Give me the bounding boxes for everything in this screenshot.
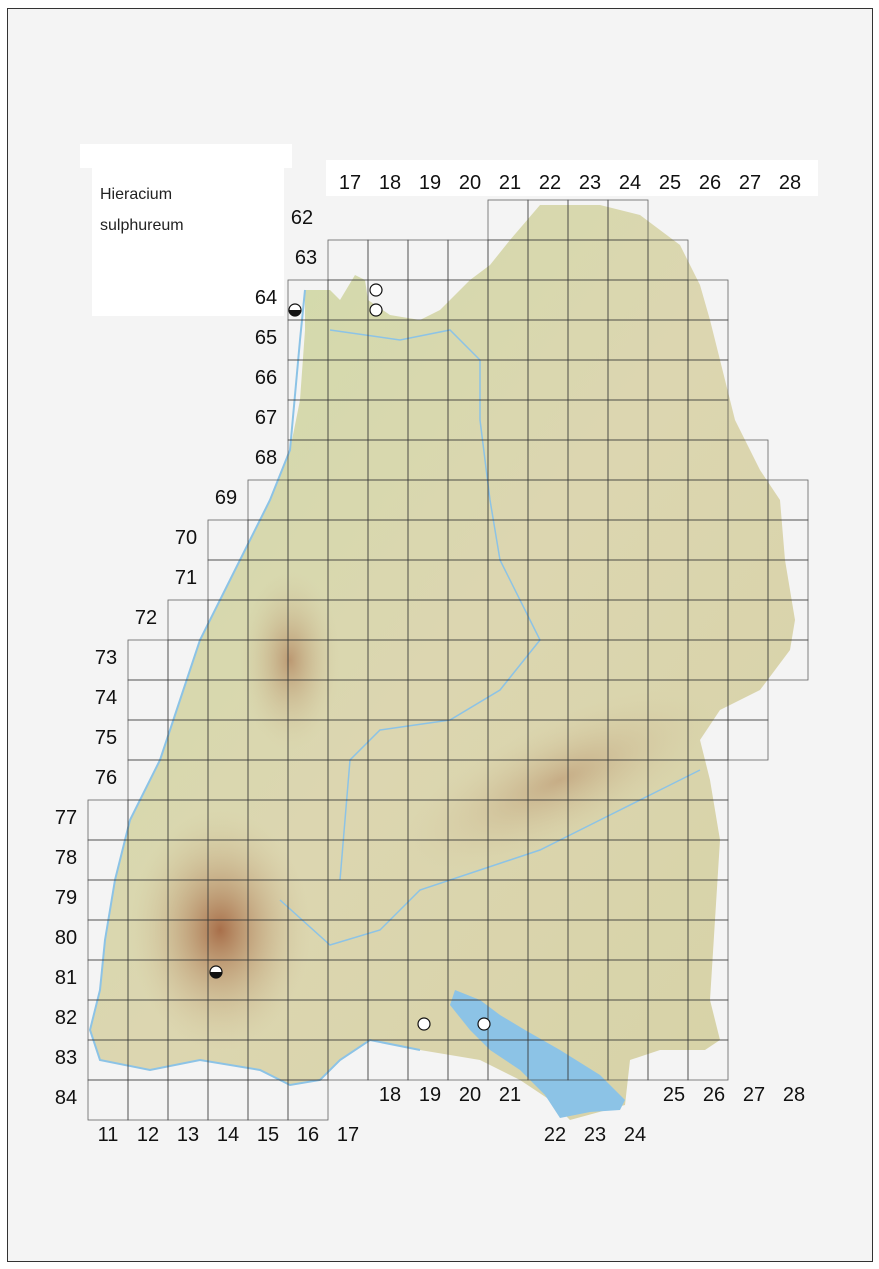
- column-label-bottom: 25: [662, 1084, 686, 1106]
- row-label: 83: [54, 1047, 78, 1069]
- column-label-bottom: 12: [136, 1124, 160, 1146]
- grid-cell: [367, 239, 409, 281]
- open-circle-record-marker: [369, 283, 383, 297]
- column-label-top: 19: [418, 172, 442, 194]
- grid-cell: [407, 239, 449, 281]
- column-label-bottom: 18: [378, 1084, 402, 1106]
- neckar-river: [329, 329, 541, 881]
- column-label-bottom: 14: [216, 1124, 240, 1146]
- column-label-bottom: 28: [782, 1084, 806, 1106]
- row-label: 75: [94, 727, 118, 749]
- row-label: 73: [94, 647, 118, 669]
- row-label: 76: [94, 767, 118, 789]
- column-label-bottom: 24: [623, 1124, 647, 1146]
- grid-cell: [687, 1039, 729, 1081]
- column-label-top: 25: [658, 172, 682, 194]
- species-name-line1: Hieracium: [100, 186, 173, 203]
- column-label-bottom: 13: [176, 1124, 200, 1146]
- column-label-bottom: 19: [418, 1084, 442, 1106]
- row-label: 70: [174, 527, 198, 549]
- grid-cell: [207, 1079, 249, 1121]
- row-label: 67: [254, 407, 278, 429]
- column-label-top: 26: [698, 172, 722, 194]
- row-label: 68: [254, 447, 278, 469]
- row-label: 78: [54, 847, 78, 869]
- row-label: 80: [54, 927, 78, 949]
- half-filled-record-marker: [288, 303, 302, 317]
- grid-cell: [167, 1079, 209, 1121]
- column-label-top: 22: [538, 172, 562, 194]
- grid-cell: [727, 719, 769, 761]
- column-label-band: [326, 160, 818, 196]
- grid-cell: [287, 1079, 329, 1121]
- column-label-bottom: 15: [256, 1124, 280, 1146]
- column-label-bottom: 26: [702, 1084, 726, 1106]
- lake-constance: [450, 990, 625, 1118]
- grid-cell: [127, 679, 169, 721]
- column-label-top: 23: [578, 172, 602, 194]
- column-label-top: 17: [338, 172, 362, 194]
- column-label-bottom: 27: [742, 1084, 766, 1106]
- column-label-top: 27: [738, 172, 762, 194]
- grid-cell: [127, 639, 169, 681]
- row-label: 84: [54, 1087, 78, 1109]
- grid-cell: [87, 799, 129, 841]
- open-circle-record-marker: [369, 303, 383, 317]
- row-label: 65: [254, 327, 278, 349]
- column-label-bottom: 20: [458, 1084, 482, 1106]
- grid-cell: [87, 1079, 129, 1121]
- open-circle-record-marker: [417, 1017, 431, 1031]
- row-label: 79: [54, 887, 78, 909]
- column-label-top: 18: [378, 172, 402, 194]
- northern-black-forest-relief: [240, 570, 340, 750]
- column-label-bottom: 21: [498, 1084, 522, 1106]
- row-label: 81: [54, 967, 78, 989]
- column-label-top: 24: [618, 172, 642, 194]
- row-label: 82: [54, 1007, 78, 1029]
- row-label: 64: [254, 287, 278, 309]
- column-label-bottom: 16: [296, 1124, 320, 1146]
- column-label-bottom: 22: [543, 1124, 567, 1146]
- title-band: [80, 144, 292, 168]
- grid-cell: [767, 639, 809, 681]
- row-label: 74: [94, 687, 118, 709]
- column-label-bottom: 11: [97, 1124, 119, 1146]
- column-label-bottom: 17: [336, 1124, 360, 1146]
- grid-lines: [87, 199, 809, 1121]
- species-name-line2: sulphureum: [100, 217, 184, 234]
- row-label: 62: [290, 207, 314, 229]
- grid-cell: [247, 1079, 289, 1121]
- row-label: 77: [54, 807, 78, 829]
- column-label-top: 20: [458, 172, 482, 194]
- rhine-river: [88, 289, 421, 1087]
- row-label: 63: [294, 247, 318, 269]
- row-label: 71: [174, 567, 198, 589]
- legend-box: [92, 168, 284, 316]
- row-label: 69: [214, 487, 238, 509]
- black-forest-relief: [130, 810, 310, 1050]
- column-label-bottom: 23: [583, 1124, 607, 1146]
- column-label-top: 28: [778, 172, 802, 194]
- open-circle-record-marker: [477, 1017, 491, 1031]
- grid-cell: [327, 239, 369, 281]
- half-filled-record-marker: [209, 965, 223, 979]
- column-label-top: 21: [498, 172, 522, 194]
- row-label: 72: [134, 607, 158, 629]
- grid-cell: [127, 1079, 169, 1121]
- swabian-alb-relief: [403, 689, 717, 871]
- row-label: 66: [254, 367, 278, 389]
